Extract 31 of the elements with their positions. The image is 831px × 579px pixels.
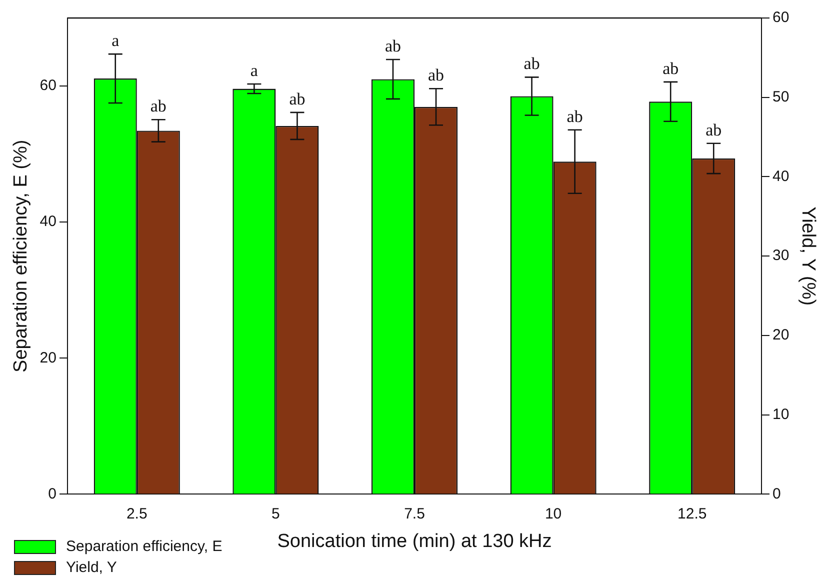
y2-tick-label: 0: [772, 485, 781, 502]
data-label: ab: [566, 106, 583, 126]
y-tick-label: 40: [40, 213, 56, 230]
data-label: ab: [150, 96, 166, 116]
x-tick-label: 5: [272, 505, 280, 522]
data-label: ab: [428, 66, 444, 85]
x-tick-label: 2.5: [126, 505, 148, 522]
data-label: a: [250, 60, 258, 80]
y2-axis-title: Yield, Y (%): [797, 206, 818, 306]
y2-tick-label: 40: [772, 168, 790, 185]
y2-tick-label: 50: [772, 88, 790, 106]
data-label: a: [112, 31, 120, 50]
x-axis-title: Sonication time (min) at 130 kHz: [277, 530, 552, 552]
y-tick-label: 60: [40, 77, 56, 94]
legend-label: Separation efficiency, E: [66, 538, 222, 555]
data-label: ab: [384, 36, 402, 56]
x-tick-label: 10: [544, 505, 562, 522]
x-tick-label: 7.5: [404, 505, 425, 522]
y2-tick-label: 60: [772, 9, 790, 26]
x-tick-label: 12.5: [678, 505, 707, 522]
y-tick-label: 0: [48, 485, 56, 502]
y-tick-label: 20: [40, 349, 56, 366]
y2-tick-label: 20: [772, 326, 790, 344]
y2-tick-label: 10: [772, 406, 790, 423]
y2-tick-label: 30: [772, 247, 790, 264]
data-label: ab: [524, 54, 540, 74]
y-axis-title: Separation efficiency, E (%): [10, 140, 32, 372]
data-label: ab: [289, 89, 306, 108]
data-label: ab: [706, 120, 722, 140]
data-label: ab: [662, 58, 679, 78]
legend-label: Yield, Y: [66, 559, 117, 576]
